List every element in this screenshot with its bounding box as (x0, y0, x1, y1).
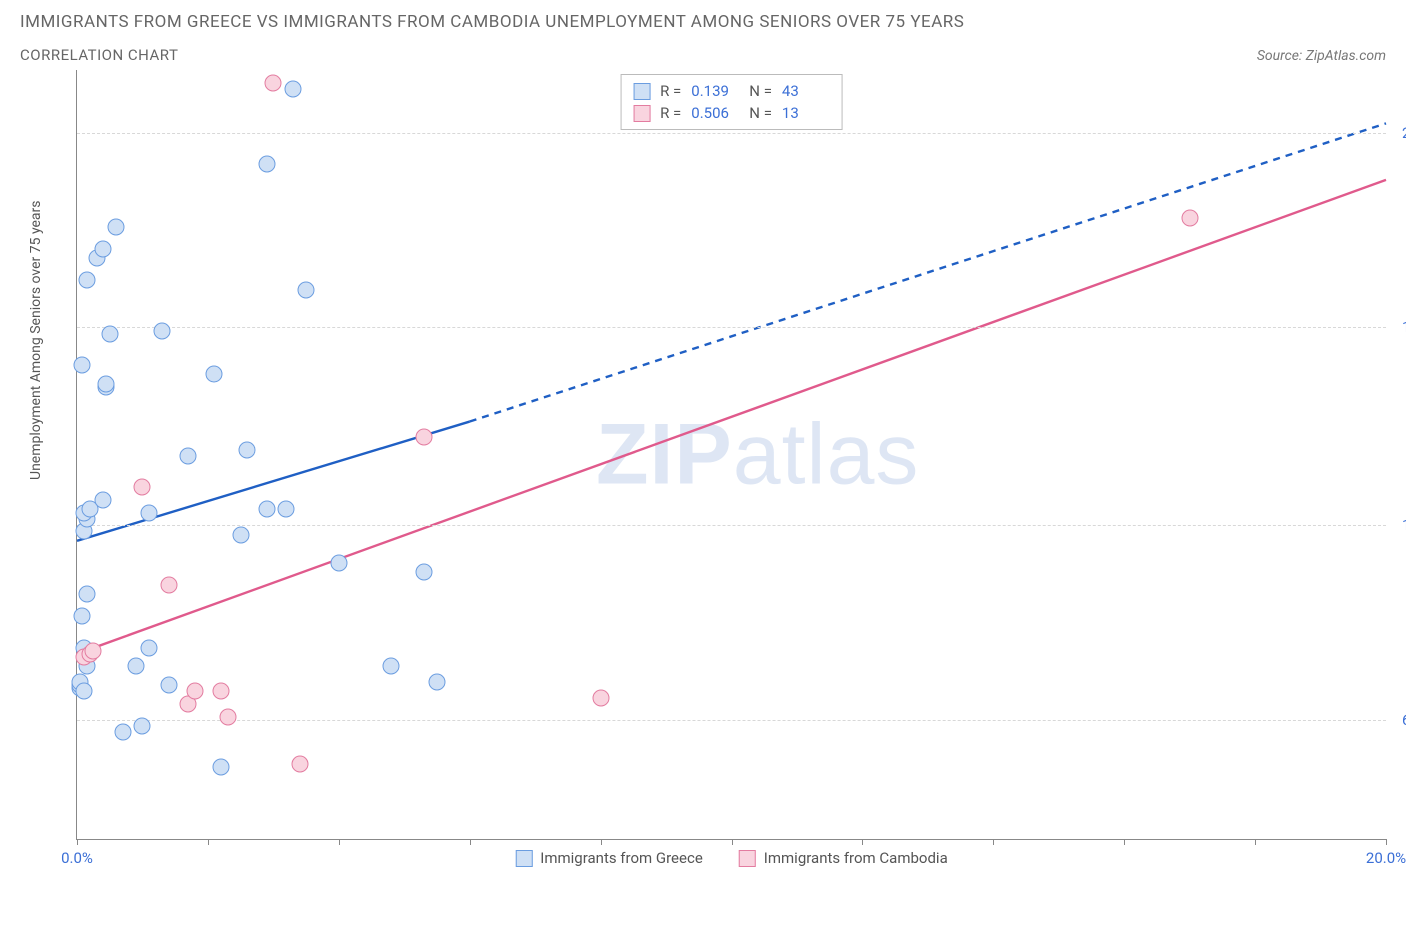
chart-title-line1: IMMIGRANTS FROM GREECE VS IMMIGRANTS FRO… (20, 12, 1386, 32)
source-label: Source: ZipAtlas.com (1257, 48, 1386, 64)
r-value: 0.506 (691, 102, 739, 124)
plot-area: ZIPatlas R =0.139N =43R =0.506N =13 Immi… (76, 70, 1386, 840)
chart-container: Unemployment Among Seniors over 75 years… (20, 70, 1386, 890)
scatter-point (298, 281, 315, 298)
r-label: R = (660, 80, 681, 102)
r-label: R = (660, 102, 681, 124)
legend-item: Immigrants from Cambodia (739, 849, 948, 867)
scatter-point (592, 689, 609, 706)
x-tick (1386, 839, 1387, 845)
x-tick (339, 839, 340, 845)
trend-line (470, 123, 1386, 421)
scatter-point (258, 156, 275, 173)
scatter-point (134, 479, 151, 496)
scatter-point (140, 504, 157, 521)
scatter-point (206, 366, 223, 383)
trend-lines-svg (77, 70, 1386, 839)
scatter-point (134, 718, 151, 735)
x-tick (601, 839, 602, 845)
stats-legend-box: R = 0.139 N = 43 R = 0.506 N = 13 (620, 74, 843, 130)
y-axis-title: Unemployment Among Seniors over 75 years (28, 201, 44, 481)
scatter-point (75, 683, 92, 700)
scatter-point (265, 74, 282, 91)
x-tick-label: 0.0% (61, 849, 93, 867)
scatter-point (415, 564, 432, 581)
scatter-point (154, 322, 171, 339)
x-tick (1124, 839, 1125, 845)
legend-item: Immigrants from Greece (515, 849, 703, 867)
r-value: 0.139 (691, 80, 739, 102)
scatter-point (101, 325, 118, 342)
n-label: N = (749, 102, 772, 124)
y-tick-label: 6.3% (1390, 711, 1406, 729)
stats-row: R = 0.139 N = 43 (633, 80, 830, 102)
stats-row: R = 0.506 N = 13 (633, 102, 830, 124)
scatter-point (232, 526, 249, 543)
series-swatch (515, 850, 532, 867)
scatter-point (1181, 209, 1198, 226)
scatter-point (78, 272, 95, 289)
gridline-h (77, 525, 1386, 526)
x-tick (77, 839, 78, 845)
scatter-point (160, 576, 177, 593)
n-value: 43 (782, 80, 830, 102)
scatter-point (85, 642, 102, 659)
scatter-point (284, 80, 301, 97)
scatter-point (239, 441, 256, 458)
scatter-point (383, 658, 400, 675)
y-tick-label: 25.0% (1390, 124, 1406, 142)
gridline-h (77, 133, 1386, 134)
gridline-h (77, 327, 1386, 328)
x-tick (470, 839, 471, 845)
y-tick-label: 18.8% (1390, 318, 1406, 336)
gridline-h (77, 720, 1386, 721)
chart-title-line2: CORRELATION CHART (20, 46, 178, 64)
scatter-point (108, 218, 125, 235)
series-swatch (633, 105, 650, 122)
scatter-point (140, 639, 157, 656)
scatter-point (212, 683, 229, 700)
scatter-point (278, 501, 295, 518)
x-tick (862, 839, 863, 845)
scatter-point (258, 501, 275, 518)
series-swatch (739, 850, 756, 867)
scatter-point (415, 429, 432, 446)
scatter-point (74, 608, 91, 625)
series-swatch (633, 83, 650, 100)
legend-label: Immigrants from Cambodia (764, 849, 948, 867)
x-tick (1255, 839, 1256, 845)
scatter-point (78, 586, 95, 603)
scatter-point (95, 240, 112, 257)
scatter-point (98, 375, 115, 392)
scatter-point (74, 357, 91, 374)
scatter-point (291, 755, 308, 772)
scatter-point (95, 492, 112, 509)
scatter-point (219, 708, 236, 725)
scatter-point (127, 658, 144, 675)
n-label: N = (749, 80, 772, 102)
scatter-point (186, 683, 203, 700)
trend-line (77, 180, 1386, 654)
x-tick (993, 839, 994, 845)
scatter-point (114, 724, 131, 741)
scatter-point (330, 554, 347, 571)
scatter-point (160, 677, 177, 694)
legend-label: Immigrants from Greece (540, 849, 703, 867)
x-tick (732, 839, 733, 845)
scatter-point (428, 674, 445, 691)
x-tick (208, 839, 209, 845)
y-tick-label: 12.5% (1390, 516, 1406, 534)
x-tick-label: 20.0% (1366, 849, 1406, 867)
scatter-point (180, 448, 197, 465)
scatter-point (212, 758, 229, 775)
n-value: 13 (782, 102, 830, 124)
bottom-legend: Immigrants from Greece Immigrants from Ca… (515, 849, 948, 867)
